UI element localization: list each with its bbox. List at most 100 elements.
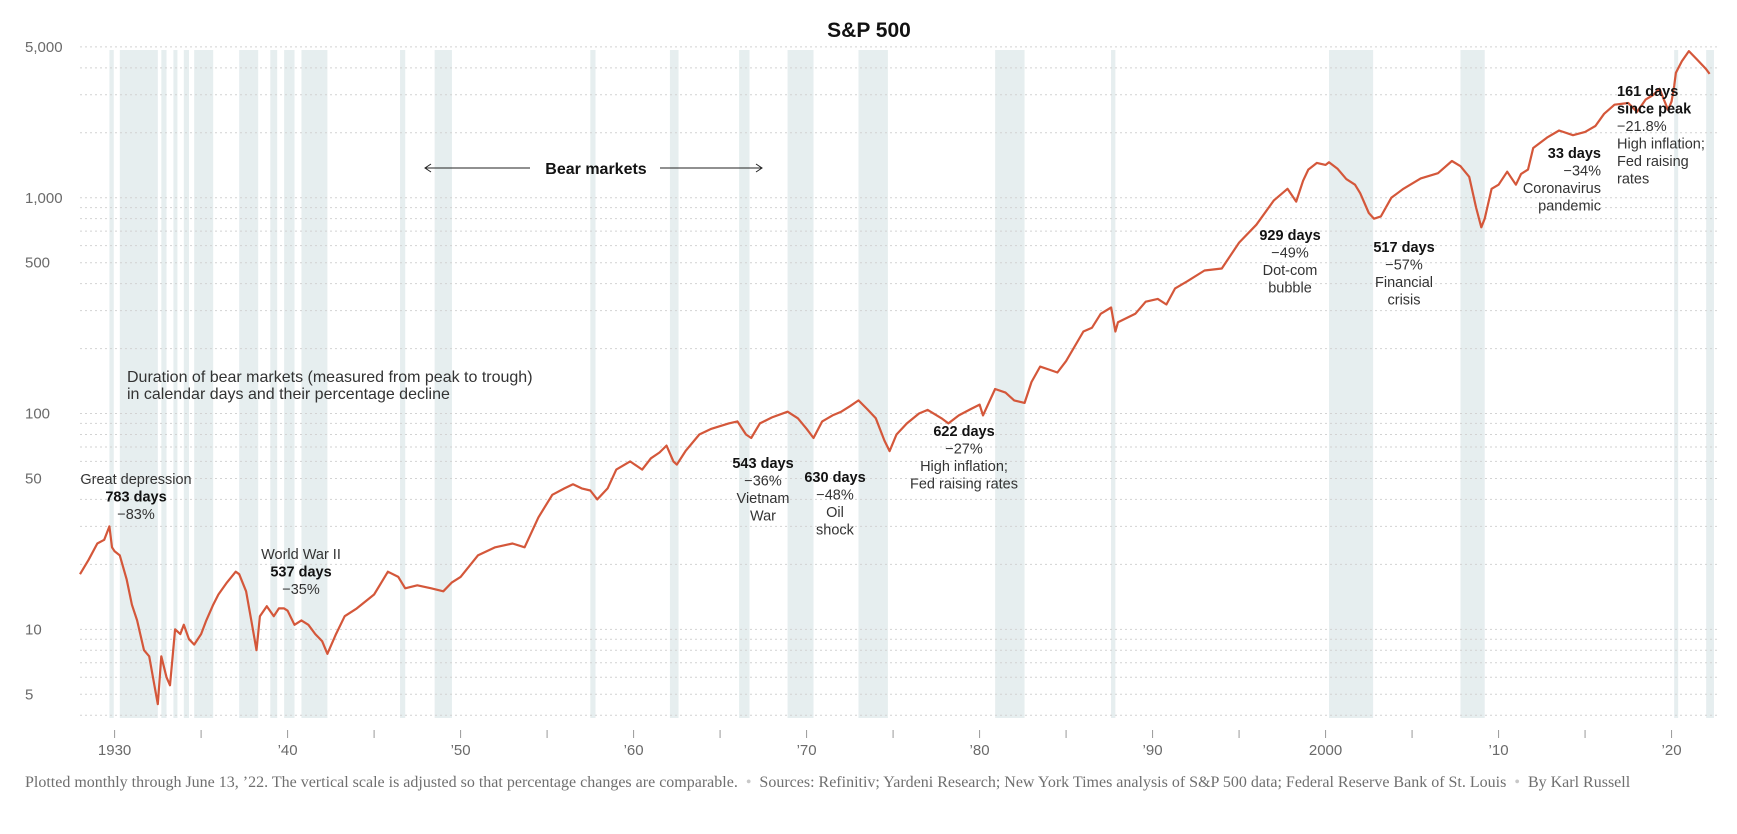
- duration-note-line: in calendar days and their percentage de…: [127, 386, 450, 403]
- bear-market-band: [284, 50, 295, 718]
- x-tick-label: ’70: [797, 742, 817, 759]
- annotation-duration: 537 days: [270, 565, 331, 581]
- bear-market-band: [183, 50, 189, 718]
- footer-byline: By Karl Russell: [1527, 774, 1631, 791]
- y-tick-label: 500: [25, 255, 50, 272]
- annotation-text: Great depression 783 days −83%: [80, 472, 191, 523]
- annotation-detail: Fed raising: [1617, 154, 1689, 170]
- annotation-text: 517 days −57% Financial crisis: [1373, 240, 1434, 309]
- annotation-duration: 622 days: [933, 424, 994, 440]
- annotation-duration: 630 days: [804, 470, 865, 486]
- annotation-detail: −48%: [816, 488, 854, 504]
- bear-market-band: [239, 50, 259, 718]
- duration-note-line: Duration of bear markets (measured from …: [127, 369, 533, 386]
- duration-note: Duration of bear markets (measured from …: [127, 369, 533, 403]
- bear-arrowhead-left: [424, 163, 432, 173]
- bear-market-annotation: 33 days −34% Coronavirus pandemic: [1523, 146, 1601, 215]
- bear-market-annotation: 929 days −49% Dot-com bubble: [1259, 228, 1320, 297]
- bear-market-band: [194, 50, 214, 718]
- annotation-text: 33 days −34% Coronavirus pandemic: [1523, 146, 1601, 215]
- annotation-text: World War II 537 days −35%: [261, 547, 341, 598]
- bear-market-annotation: 517 days −57% Financial crisis: [1373, 240, 1434, 309]
- bear-market-band: [173, 50, 178, 718]
- annotation-detail: shock: [816, 523, 855, 539]
- x-tick-label: ’60: [624, 742, 644, 759]
- annotation-detail: crisis: [1387, 293, 1420, 309]
- y-tick-label: 5: [25, 686, 33, 703]
- bear-market-bands: [109, 50, 1714, 718]
- annotation-detail: −27%: [945, 442, 983, 458]
- bear-market-band: [301, 50, 328, 718]
- sp500-series-line: [79, 50, 1711, 706]
- footer-separator: •: [745, 774, 752, 791]
- bear-market-band: [270, 50, 278, 718]
- annotation-duration: since peak: [1617, 102, 1692, 118]
- annotation-text: 929 days −49% Dot-com bubble: [1259, 228, 1320, 297]
- annotation-detail: High inflation;: [1617, 137, 1705, 153]
- y-tick-label: 1,000: [25, 190, 63, 207]
- footer-note: Plotted monthly through June 13, ’22. Th…: [25, 774, 738, 791]
- gridlines: [80, 46, 1720, 716]
- bear-market-band: [995, 50, 1025, 718]
- y-axis: 5,000 1,000 500 100 50 10 5: [25, 39, 63, 703]
- bear-market-band: [1329, 50, 1374, 718]
- annotation-detail: Coronavirus: [1523, 181, 1601, 197]
- bear-market-annotations: Great depression 783 days −83% World War II…: [80, 84, 1704, 598]
- bear-market-band: [739, 50, 750, 718]
- y-tick-label: 5,000: [25, 39, 63, 56]
- bear-market-band: [1674, 50, 1679, 718]
- annotation-duration: 929 days: [1259, 228, 1320, 244]
- annotation-detail: −35%: [282, 582, 320, 598]
- annotation-detail: −34%: [1564, 164, 1602, 180]
- bear-market-annotation: 543 days −36% Vietnam War: [732, 456, 793, 525]
- bear-market-band: [1460, 50, 1485, 718]
- annotation-detail: World War II: [261, 547, 341, 563]
- bear-market-annotation: 630 days −48% Oil shock: [804, 470, 865, 539]
- annotation-detail: pandemic: [1538, 199, 1601, 215]
- bear-market-band: [400, 50, 406, 718]
- x-tick-label: 2000: [1309, 742, 1342, 759]
- bear-market-band: [434, 50, 452, 718]
- bear-market-band: [787, 50, 814, 718]
- annotation-detail: −49%: [1271, 246, 1309, 262]
- bear-markets-legend: Bear markets: [424, 161, 763, 178]
- annotation-detail: Fed raising rates: [910, 477, 1018, 493]
- y-tick-label: 100: [25, 406, 50, 423]
- annotation-detail: −83%: [117, 507, 155, 523]
- bear-market-band: [858, 50, 888, 718]
- x-tick-label: ’80: [970, 742, 990, 759]
- chart-title: S&P 500: [827, 19, 911, 42]
- x-tick-label: ’20: [1662, 742, 1682, 759]
- bear-market-band: [1706, 50, 1714, 718]
- annotation-detail: Dot-com: [1263, 263, 1318, 279]
- bear-arrowhead-right: [755, 163, 763, 173]
- x-tick-label: ’10: [1489, 742, 1509, 759]
- x-tick-label: ’90: [1143, 742, 1163, 759]
- x-tick-label: 1930: [98, 742, 131, 759]
- annotation-duration: 33 days: [1548, 146, 1601, 162]
- bear-market-band: [161, 50, 167, 718]
- annotation-detail: rates: [1617, 172, 1649, 188]
- annotation-detail: Oil: [826, 505, 844, 521]
- bear-market-annotation: 161 days since peak −21.8% High inflation; F…: [1617, 84, 1705, 188]
- annotation-detail: Great depression: [80, 472, 191, 488]
- bear-market-band: [1111, 50, 1116, 718]
- bear-market-band: [669, 50, 679, 718]
- annotation-duration: 161 days: [1617, 84, 1678, 100]
- annotation-text: 543 days −36% Vietnam War: [732, 456, 793, 525]
- bear-market-annotation: 622 days −27% High inflation; Fed raising r…: [910, 424, 1018, 493]
- annotation-duration: 543 days: [732, 456, 793, 472]
- annotation-detail: bubble: [1268, 281, 1312, 297]
- annotation-detail: Vietnam: [737, 491, 790, 507]
- annotation-text: 161 days since peak −21.8% High inflation; F…: [1617, 84, 1705, 188]
- x-axis: 1930 ’40 ’50 ’60 ’70 ’80 ’90 2000 ’10 ’20: [98, 730, 1682, 759]
- bear-market-annotation: World War II 537 days −35%: [261, 547, 341, 598]
- annotation-text: 630 days −48% Oil shock: [804, 470, 865, 539]
- footer-separator: •: [1514, 774, 1520, 791]
- bear-markets-label: Bear markets: [545, 161, 647, 178]
- annotation-detail: −36%: [744, 474, 782, 490]
- annotation-detail: −57%: [1385, 258, 1423, 274]
- y-tick-label: 10: [25, 621, 42, 638]
- bear-market-band: [590, 50, 596, 718]
